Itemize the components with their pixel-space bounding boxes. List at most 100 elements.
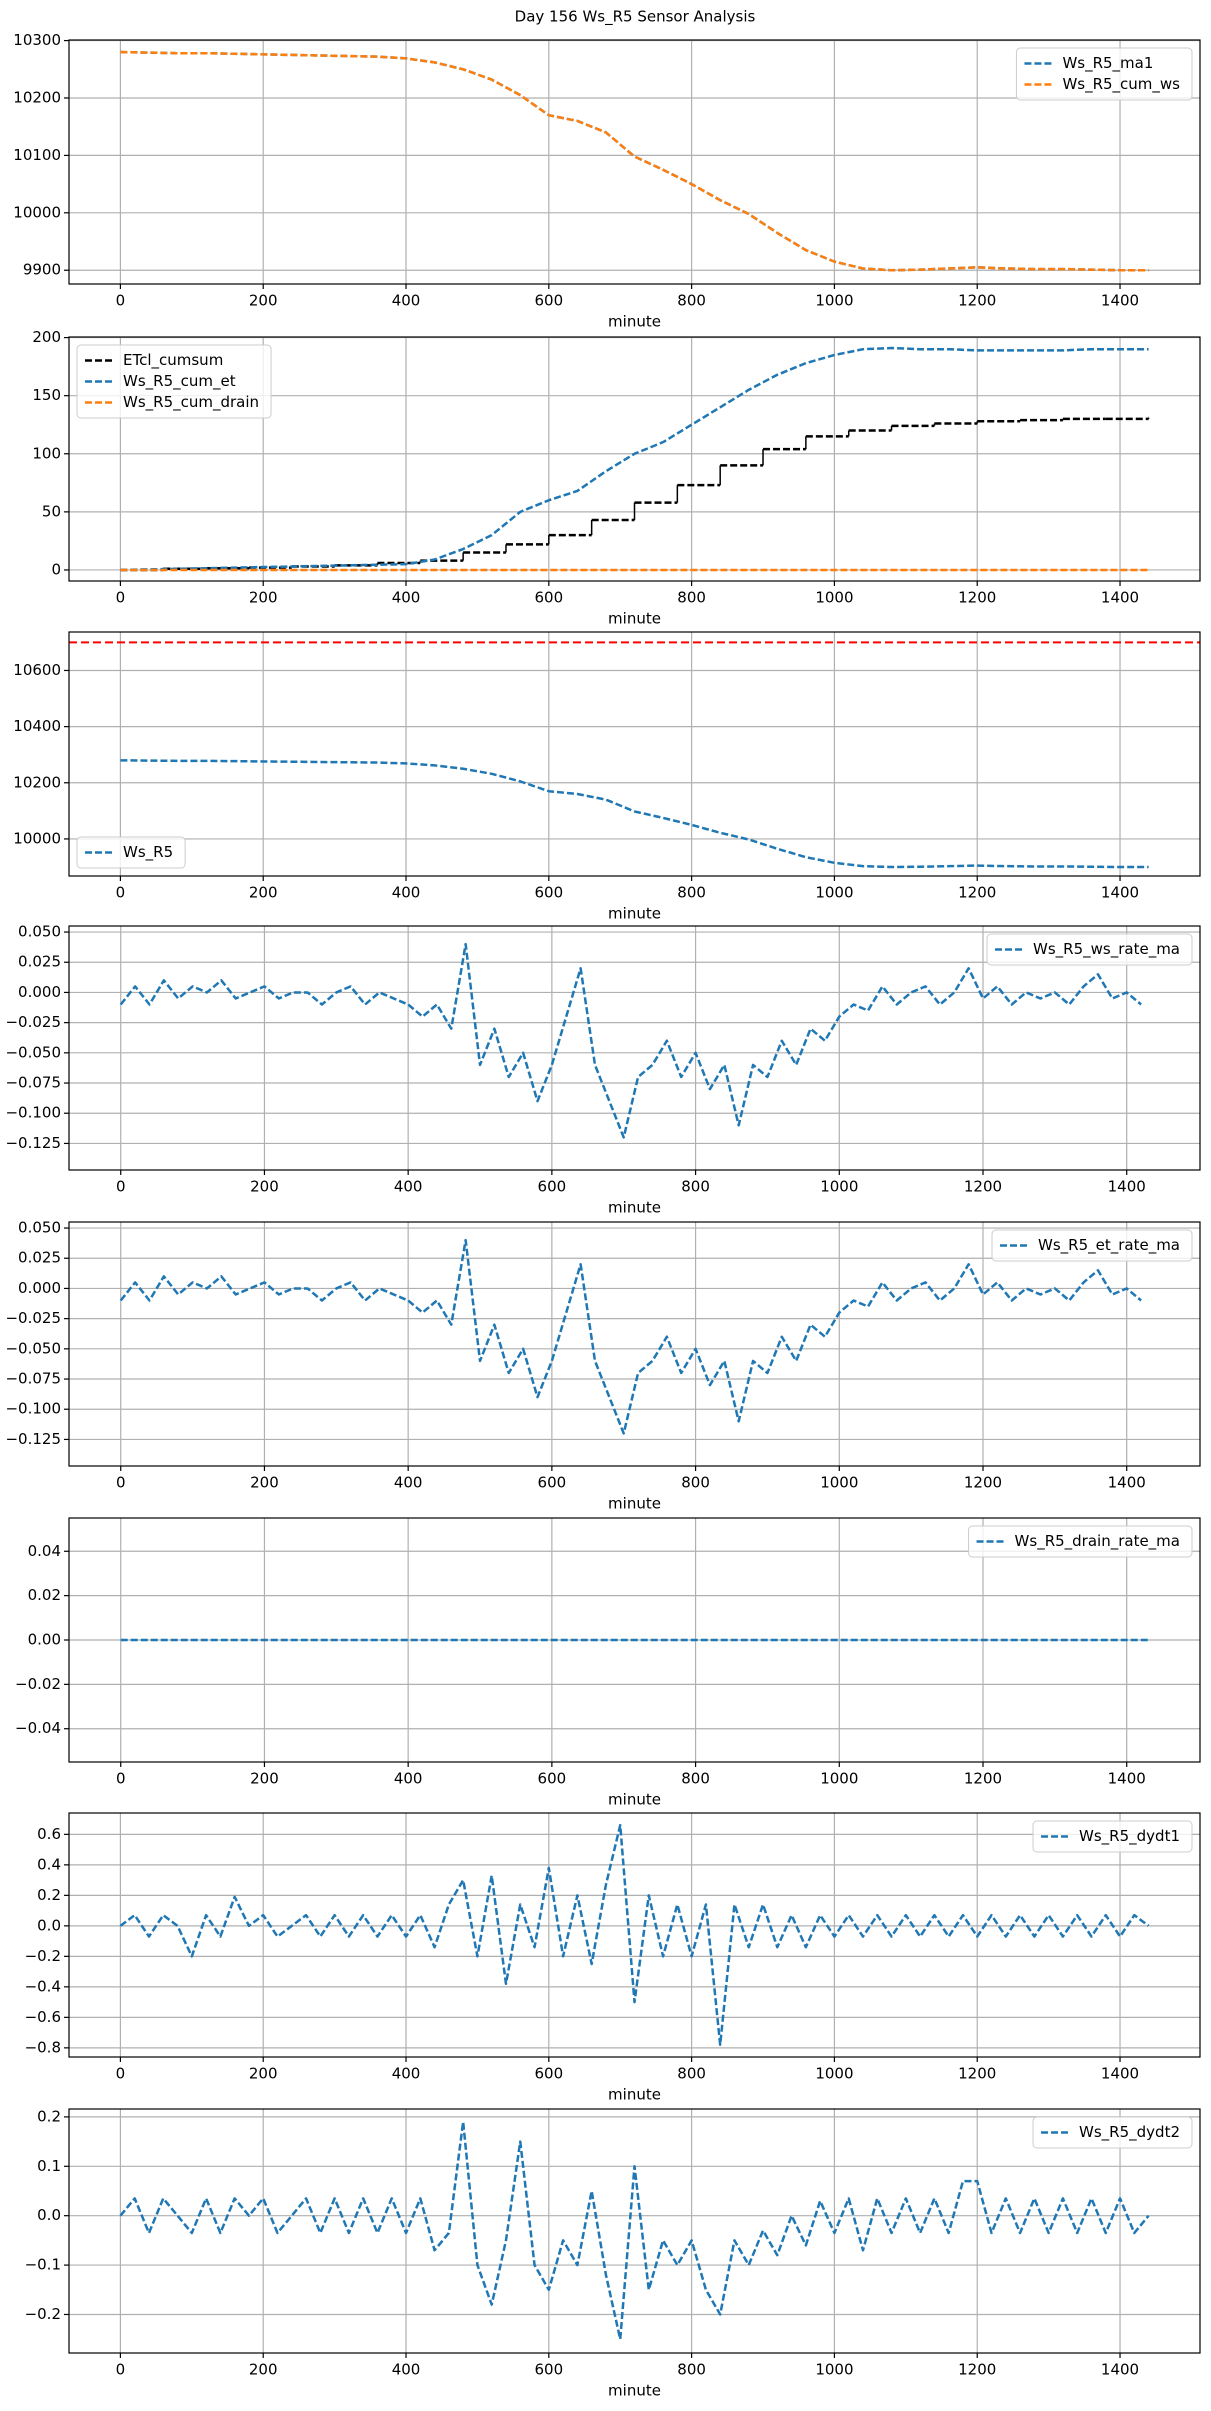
x-tick-label: 1400 [1101,2361,1139,2379]
x-tick-label: 400 [392,884,421,902]
plot-area [119,1823,1150,2047]
y-tick-label: 0 [51,560,61,578]
y-tick-label: 50 [42,502,61,520]
x-tick-label: 600 [534,2065,563,2083]
y-tick-label: −0.04 [15,1719,61,1737]
series-line [119,2120,1150,2341]
x-tick-label: 600 [534,292,563,310]
x-tick-label: 200 [250,1178,279,1196]
x-tick-label: 800 [677,884,706,902]
x-tick-label: 800 [681,1770,710,1788]
y-tick-label: −0.100 [5,1400,61,1418]
x-tick-label: 1000 [820,1178,858,1196]
y-tick-label: 0.050 [18,1219,61,1237]
y-tick-label: 150 [32,386,61,404]
legend: Ws_R5_et_rate_ma [991,1229,1193,1262]
plot-area [119,2120,1150,2341]
x-tick-label: 800 [677,2361,706,2379]
x-tick-label: 1400 [1101,589,1139,607]
x-tick-label: 400 [394,1178,423,1196]
x-tick-label: 1400 [1108,1474,1146,1492]
y-tick-label: −0.125 [5,1134,61,1152]
legend-box [1032,2116,1193,2149]
x-tick-label: 1200 [958,292,996,310]
x-axis-label: minute [608,610,661,628]
x-tick-label: 200 [249,2361,278,2379]
x-tick-label: 1000 [815,292,853,310]
x-axis-label: minute [608,1495,661,1513]
plot-area [119,942,1142,1139]
x-tick-label: 1000 [815,2361,853,2379]
y-tick-label: 10600 [13,661,61,679]
x-axis-label: minute [608,1199,661,1217]
x-tick-label: 400 [394,1770,423,1788]
x-axis-label: minute [608,1791,661,1809]
x-tick-label: 0 [116,1770,126,1788]
y-tick-label: −0.4 [25,1977,61,1995]
axes-frame [68,631,1201,877]
x-tick-label: 1200 [958,2065,996,2083]
y-tick-label: 10300 [13,31,61,49]
y-tick-label: 10200 [13,88,61,106]
legend-label: Ws_R5_drain_rate_ma [1015,1532,1180,1551]
legend-label: Ws_R5_cum_et [123,372,236,391]
y-tick-label: 100 [32,444,61,462]
x-tick-label: 400 [392,292,421,310]
y-tick-label: −0.025 [5,1013,61,1031]
y-tick-label: −0.02 [15,1675,61,1693]
legend-label: Ws_R5_dydt2 [1079,2123,1180,2142]
y-tick-label: 0.00 [28,1631,61,1649]
axes-frame [68,1221,1201,1467]
subplot: 0 200 400 600 800 1000 1200 1400 −0.2 −0.1 0.0 0.1 0… [25,2107,1201,2400]
axes-frame [68,1517,1201,1763]
y-tick-label: 10000 [13,203,61,221]
x-tick-label: 600 [538,1474,567,1492]
x-tick-label: 0 [116,1474,126,1492]
y-tick-label: 10100 [13,146,61,164]
legend-box [968,1525,1193,1558]
legend-box [76,836,186,869]
series-line [119,942,1142,1139]
y-tick-label: 0.6 [37,1825,61,1843]
y-tick-label: −0.2 [25,2305,61,2323]
y-tick-label: 0.050 [18,923,61,941]
subplot: 0 200 400 600 800 1000 1200 1400 10000 10200 10400… [13,631,1201,923]
y-tick-label: 9900 [23,261,61,279]
x-tick-label: 1200 [964,1178,1002,1196]
y-tick-label: −0.050 [5,1339,61,1357]
x-tick-label: 200 [249,884,278,902]
legend: Ws_R5_drain_rate_ma [968,1525,1193,1558]
legend: ETcl_cumsum Ws_R5_cum_et Ws_R5_cum_drain [76,344,272,419]
x-axis-label: minute [608,905,661,923]
y-tick-label: 0.04 [28,1542,61,1560]
plot-area [119,1238,1142,1435]
x-tick-label: 1400 [1101,2065,1139,2083]
subplot: 0 200 400 600 800 1000 1200 1400 −0.8 −0.6 −0.4 −0.… [25,1812,1201,2104]
x-tick-label: 1400 [1108,1178,1146,1196]
legend-box [1015,47,1193,101]
plot-area [120,50,1149,272]
x-tick-label: 1400 [1108,1770,1146,1788]
plot-area [69,641,1200,869]
y-tick-label: 200 [32,328,61,346]
x-tick-label: 1200 [964,1770,1002,1788]
figure-title: Day 156 Ws_R5 Sensor Analysis [515,8,756,27]
axes-frame [68,336,1201,582]
y-tick-label: 10200 [13,773,61,791]
x-tick-label: 0 [116,1178,126,1196]
x-tick-label: 1000 [820,1770,858,1788]
x-tick-label: 1200 [958,589,996,607]
y-tick-label: 10400 [13,717,61,735]
y-tick-label: −0.100 [5,1104,61,1122]
y-tick-label: −0.8 [25,2038,61,2056]
x-tick-label: 600 [534,884,563,902]
y-tick-label: 0.025 [18,953,61,971]
x-tick-label: 400 [392,2065,421,2083]
y-tick-label: 0.4 [37,1855,61,1873]
series-line [120,759,1149,869]
legend-box [76,344,272,419]
x-tick-label: 800 [677,292,706,310]
x-tick-label: 1000 [815,589,853,607]
x-tick-label: 200 [249,2065,278,2083]
